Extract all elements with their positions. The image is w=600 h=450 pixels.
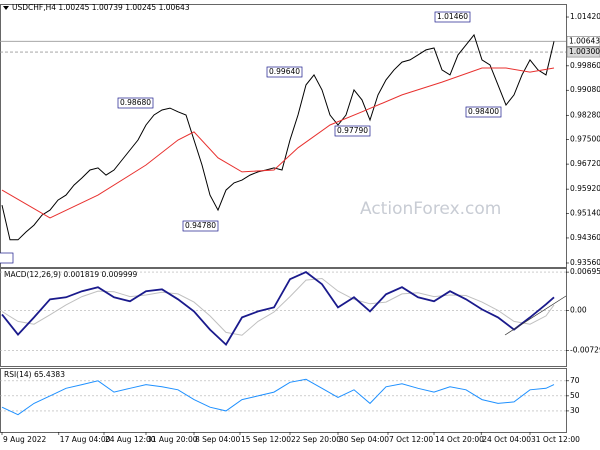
- y-tick-label: 0.98280: [570, 110, 600, 119]
- x-tick-label: 9 Aug 2022: [3, 435, 46, 444]
- price-box-label: 1.00300: [569, 47, 600, 56]
- annotation-box: [334, 125, 371, 137]
- annotation-label: 0.97790: [337, 126, 368, 135]
- x-tick-label: 17 Aug 04:00: [60, 435, 111, 444]
- x-tick-label: 31 Aug 20:00: [147, 435, 198, 444]
- series-line: [1, 67, 555, 219]
- x-tick-label: 15 Sep 12:00: [241, 435, 291, 444]
- x-tick-label: 14 Oct 20:00: [435, 435, 484, 444]
- y-tick-label: 0.95920: [570, 184, 600, 193]
- x-tick-label: 24 Oct 04:00: [482, 435, 531, 444]
- series-line: [1, 378, 555, 416]
- x-tick-label: 30 Sep 04:00: [339, 435, 389, 444]
- y-tick-label: 0.96720: [570, 159, 600, 168]
- annotation-box: [434, 11, 471, 23]
- chart-header: USDCHF,H4 1.00245 1.00739 1.00245 1.0064…: [12, 3, 190, 12]
- panel-frame: [0, 368, 567, 433]
- y-tick-label: 50: [570, 391, 580, 400]
- annotation-box: [0, 252, 14, 264]
- y-tick-label: 70: [570, 376, 580, 385]
- header-arrow: [3, 6, 9, 10]
- x-tick-label: 8 Sep 04:00: [195, 435, 241, 444]
- price-box: [566, 36, 600, 47]
- annotation-label: 0.98400: [468, 107, 499, 116]
- y-tick-label: 0.93560: [570, 258, 600, 267]
- series-line: [1, 277, 555, 336]
- annotation-label: 0.98680: [120, 98, 151, 107]
- annotation-label: 1.01460: [437, 12, 468, 21]
- series-line: [1, 271, 555, 347]
- y-tick-label: 0.99080: [570, 85, 600, 94]
- trend-line: [504, 295, 567, 336]
- y-tick-label: 0.006954: [570, 267, 600, 276]
- y-tick-label: -0.007294: [570, 346, 600, 355]
- annotation-box: [117, 97, 154, 109]
- y-tick-label: 0.00: [570, 305, 587, 314]
- x-tick-label: 7 Oct 12:00: [389, 435, 433, 444]
- annotation-box: [182, 220, 219, 232]
- indicator-title: MACD(12,26,9) 0.001819 0.009999: [4, 270, 138, 279]
- annotation-label: 0.99640: [269, 67, 300, 76]
- price-box: [566, 46, 600, 58]
- y-tick-label: 0.99860: [570, 61, 600, 70]
- y-tick-label: 0.94360: [570, 233, 600, 242]
- watermark: ActionForex.com: [360, 199, 501, 219]
- indicator-title: RSI(14) 65.4383: [4, 370, 65, 379]
- x-tick-label: 31 Oct 12:00: [531, 435, 580, 444]
- annotation-box: [465, 106, 502, 118]
- y-tick-label: 30: [570, 406, 580, 415]
- annotation-box: [266, 66, 303, 78]
- y-tick-label: 0.97500: [570, 135, 600, 144]
- panel-frame: [0, 4, 567, 268]
- panel-frame: [0, 268, 567, 367]
- annotation-label: 0.94780: [185, 221, 216, 230]
- y-tick-label: 1.01420: [570, 12, 600, 21]
- x-tick-label: 24 Aug 12:00: [105, 435, 156, 444]
- y-tick-label: 0.95140: [570, 209, 600, 218]
- x-tick-label: 22 Sep 20:00: [291, 435, 341, 444]
- series-line: [1, 33, 555, 241]
- price-box-label: 1.00643: [569, 36, 600, 45]
